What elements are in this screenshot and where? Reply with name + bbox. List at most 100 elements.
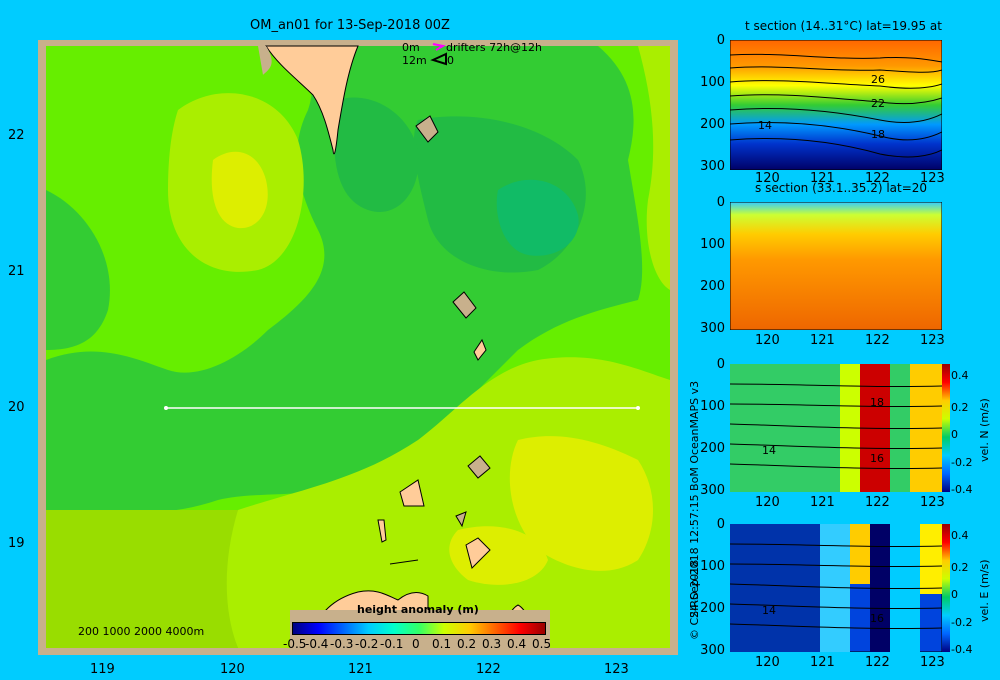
t-contour-label-22: 22 <box>871 97 885 110</box>
cb-tick-0.5: 0.5 <box>532 637 552 651</box>
field-green-west <box>46 190 110 350</box>
panel-1-y-tick: 200 <box>700 279 725 294</box>
vn-contour-label-14: 14 <box>762 444 776 457</box>
panel-0-y-tick: 0 <box>716 33 725 48</box>
cb-tick-m0.4: -0.4 <box>305 637 329 651</box>
panel-1-x-tick: 120 <box>755 333 780 348</box>
panel-0-y-tick: 300 <box>700 159 725 174</box>
cb-tick-0.1: 0.1 <box>432 637 452 651</box>
vel-n-panel <box>730 364 942 492</box>
x-tick-121: 121 <box>348 662 373 677</box>
cb-tick-m0.5: -0.5 <box>283 637 307 651</box>
ve-contour-label-14: 14 <box>762 604 776 617</box>
vn-contour-label-18: 18 <box>870 396 884 409</box>
panel-0-x-tick: 123 <box>920 171 945 186</box>
height-anomaly-map <box>38 40 678 655</box>
map-canvas <box>46 43 670 655</box>
cb-tick-m0.2: -0.2 <box>355 637 379 651</box>
island-calayan <box>465 537 491 569</box>
cb-tick-0: 0 <box>412 637 420 651</box>
island-babuyan-3 <box>455 511 467 528</box>
y-tick-20: 20 <box>8 400 25 415</box>
panel-3-x-tick: 121 <box>810 655 835 670</box>
island-green-island <box>415 115 439 143</box>
field-yellow-southeast <box>509 436 653 571</box>
legend-zero: 0 <box>447 54 454 67</box>
panel-1-x-tick: 123 <box>920 333 945 348</box>
island-dalupiri <box>389 559 419 565</box>
x-tick-119: 119 <box>90 662 115 677</box>
panel-3-x-tick: 120 <box>755 655 780 670</box>
panel-2-y-tick: 100 <box>700 399 725 414</box>
panel-2-y-tick: 200 <box>700 441 725 456</box>
vel-n-colorbar-label: vel. N (m/s) <box>978 398 991 462</box>
panel-2-y-tick: 300 <box>700 483 725 498</box>
panel-3-y-tick: 200 <box>700 601 725 616</box>
vn-cb-tick-0.2: 0.2 <box>951 401 969 414</box>
island-batanes-north <box>452 291 477 319</box>
vn-cb-tick-m0.4: -0.4 <box>951 483 973 496</box>
panel-2-x-tick: 120 <box>755 495 780 510</box>
panel-2-x-tick: 122 <box>865 495 890 510</box>
y-tick-19: 19 <box>8 536 25 551</box>
t-contour-label-18: 18 <box>871 128 885 141</box>
s-section-field <box>730 202 942 330</box>
s-section-panel <box>730 202 942 330</box>
vel-n-colorbar <box>942 364 950 492</box>
panel-0-y-tick: 100 <box>700 75 725 90</box>
main-title: OM_an01 for 13-Sep-2018 00Z <box>250 18 450 33</box>
vn-cb-tick-0.4: 0.4 <box>951 369 969 382</box>
panel-0-y-tick: 200 <box>700 117 725 132</box>
cb-tick-0.3: 0.3 <box>482 637 502 651</box>
ve-cb-tick-0.4: 0.4 <box>951 529 969 542</box>
vel-e-band-2 <box>850 524 870 584</box>
drifter-arrow-12m <box>430 52 447 66</box>
vel-e-colorbar <box>942 524 950 652</box>
ve-cb-tick-0: 0 <box>951 588 958 601</box>
isobath-legend: 200 1000 2000 4000m <box>78 625 205 638</box>
field-yellowgreen-southeast <box>223 357 670 648</box>
panel-1-y-tick: 300 <box>700 321 725 336</box>
t-section-field <box>730 40 942 170</box>
panel-2-y-tick: 0 <box>716 357 725 372</box>
island-babuyan-4 <box>377 519 387 543</box>
panel-3-y-tick: 300 <box>700 643 725 658</box>
height-anomaly-colorbar <box>292 622 546 635</box>
panel-1-x-tick: 121 <box>810 333 835 348</box>
panel-3-y-tick: 100 <box>700 559 725 574</box>
cb-tick-0.2: 0.2 <box>457 637 477 651</box>
y-tick-21: 21 <box>8 264 25 279</box>
land-taiwan-shelf <box>258 46 272 75</box>
field-darkgreen-center <box>334 97 419 212</box>
ve-cb-tick-m0.4: -0.4 <box>951 643 973 656</box>
panel-1-y-tick: 100 <box>700 237 725 252</box>
t-contour-label-14: 14 <box>758 119 772 132</box>
vel-e-west <box>730 524 820 652</box>
credit-text: © CSIRO 2018 <box>688 559 701 640</box>
field-yellowgreen-southwest <box>46 510 238 648</box>
cb-tick-m0.1: -0.1 <box>380 637 404 651</box>
x-tick-122: 122 <box>476 662 501 677</box>
legend-depth-12m: 12m <box>402 54 427 67</box>
panel-1-x-tick: 122 <box>865 333 890 348</box>
panel-0-x-tick: 121 <box>810 171 835 186</box>
panel-t-title: t section (14..31°C) lat=19.95 at <box>745 19 942 33</box>
vn-cb-tick-0: 0 <box>951 428 958 441</box>
panel-1-y-tick: 0 <box>716 195 725 210</box>
panel-3-x-tick: 122 <box>865 655 890 670</box>
t-section-contours <box>730 53 942 158</box>
y-tick-22: 22 <box>8 128 25 143</box>
ve-cb-tick-m0.2: -0.2 <box>951 616 973 629</box>
colorbar-title: height anomaly (m) <box>357 603 479 616</box>
section-line-start <box>164 406 168 410</box>
x-tick-120: 120 <box>220 662 245 677</box>
vn-cb-tick-m0.2: -0.2 <box>951 456 973 469</box>
panel-2-x-tick: 123 <box>920 495 945 510</box>
vn-contour-label-16: 16 <box>870 452 884 465</box>
ve-cb-tick-0.2: 0.2 <box>951 561 969 574</box>
panel-3-x-tick: 123 <box>920 655 945 670</box>
legend-drifters: drifters 72h@12h <box>446 41 543 54</box>
vel-e-panel <box>730 524 942 652</box>
field-seagreen-eddy <box>496 179 579 256</box>
island-batanes-south <box>473 338 487 361</box>
